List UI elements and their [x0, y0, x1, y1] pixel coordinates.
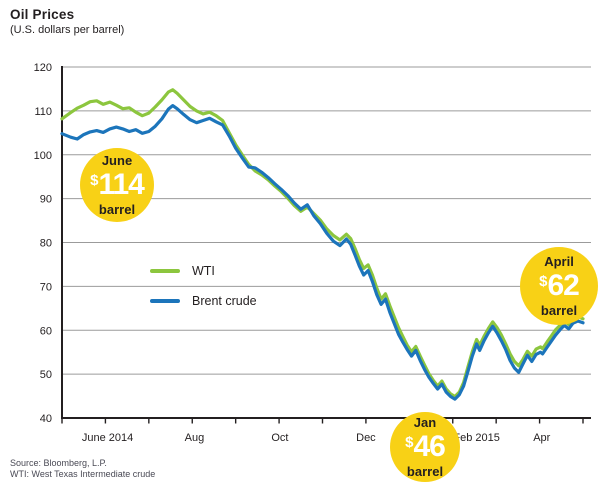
dollar-sign: $: [405, 433, 414, 451]
y-axis-label-80: 80: [40, 238, 52, 250]
wti-line: [60, 88, 585, 399]
page-subtitle: (U.S. dollars per barrel): [10, 24, 125, 36]
y-axis-label-120: 120: [34, 62, 52, 74]
footnote-line: WTI: West Texas Intermediate crude: [10, 469, 156, 479]
legend-label-wti: WTI: [192, 264, 215, 278]
y-axis-label-90: 90: [40, 194, 52, 206]
x-axis-label-feb-2015: Feb 2015: [453, 432, 499, 444]
callout-month: Jan: [413, 414, 437, 430]
y-axis-label-100: 100: [34, 150, 52, 162]
callout-price: $62: [539, 268, 580, 302]
callout-unit: barrel: [540, 302, 578, 318]
y-axis-label-110: 110: [34, 106, 52, 118]
callout-unit: barrel: [98, 201, 136, 217]
x-axis-label-apr: Apr: [533, 432, 550, 444]
y-axis-label-70: 70: [40, 281, 52, 293]
callout-month: April: [544, 253, 574, 269]
y-axis-label-50: 50: [40, 369, 52, 381]
source-line: Source: Bloomberg, L.P.: [10, 458, 107, 468]
dollar-sign: $: [539, 272, 548, 290]
dollar-sign: $: [90, 171, 99, 189]
brent-line-swatch: [150, 299, 180, 303]
legend-item-brent: Brent crude: [150, 292, 257, 310]
callout-price: $46: [405, 429, 446, 463]
y-axis-label-60: 60: [40, 325, 52, 337]
source-note: Source: Bloomberg, L.P. WTI: West Texas …: [10, 458, 155, 480]
x-axis-label-dec: Dec: [356, 432, 376, 444]
x-axis-label-aug: Aug: [185, 432, 205, 444]
y-axis-label-40: 40: [40, 413, 52, 425]
callout-month: June: [101, 152, 133, 168]
legend-item-wti: WTI: [150, 262, 257, 280]
callout-june-114: June $114 barrel: [80, 148, 154, 222]
legend-label-brent: Brent crude: [192, 294, 257, 308]
page-title: Oil Prices: [10, 7, 75, 22]
chart-legend: WTI Brent crude: [150, 262, 257, 322]
callout-price: $114: [90, 167, 145, 201]
callout-unit: barrel: [406, 463, 444, 479]
x-axis-label-june-2014: June 2014: [82, 432, 133, 444]
x-axis-label-oct: Oct: [271, 432, 288, 444]
callout-jan-46: Jan $46 barrel: [390, 412, 460, 482]
brent-crude-line: [60, 103, 585, 401]
wti-line-swatch: [150, 269, 180, 273]
callout-april-62: April $62 barrel: [520, 247, 598, 325]
